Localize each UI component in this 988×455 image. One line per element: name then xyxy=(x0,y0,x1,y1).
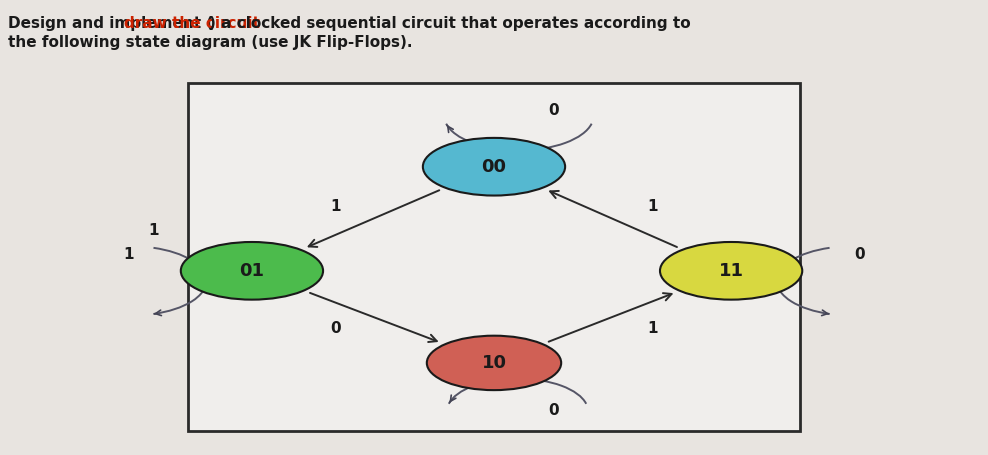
Text: 1: 1 xyxy=(647,199,657,214)
Text: 1: 1 xyxy=(148,223,158,238)
Text: 1: 1 xyxy=(331,199,341,214)
Text: 00: 00 xyxy=(481,158,507,176)
Ellipse shape xyxy=(427,336,561,390)
Text: Design and implement (: Design and implement ( xyxy=(8,16,213,31)
Text: 0: 0 xyxy=(331,321,341,336)
Text: 1: 1 xyxy=(647,321,657,336)
Text: 0: 0 xyxy=(548,404,558,419)
Bar xyxy=(188,83,800,431)
Text: 10: 10 xyxy=(481,354,507,372)
Ellipse shape xyxy=(423,138,565,196)
Text: 1: 1 xyxy=(124,248,133,262)
Text: 0: 0 xyxy=(855,248,864,262)
Text: ) a clocked sequential circuit that operates according to: ) a clocked sequential circuit that oper… xyxy=(208,16,691,31)
Text: 11: 11 xyxy=(718,262,744,280)
Text: 0: 0 xyxy=(548,103,558,118)
Text: draw the circuit: draw the circuit xyxy=(124,16,260,31)
Text: 01: 01 xyxy=(239,262,265,280)
Text: the following state diagram (use JK Flip-Flops).: the following state diagram (use JK Flip… xyxy=(8,35,412,51)
Ellipse shape xyxy=(181,242,323,300)
Ellipse shape xyxy=(660,242,802,300)
